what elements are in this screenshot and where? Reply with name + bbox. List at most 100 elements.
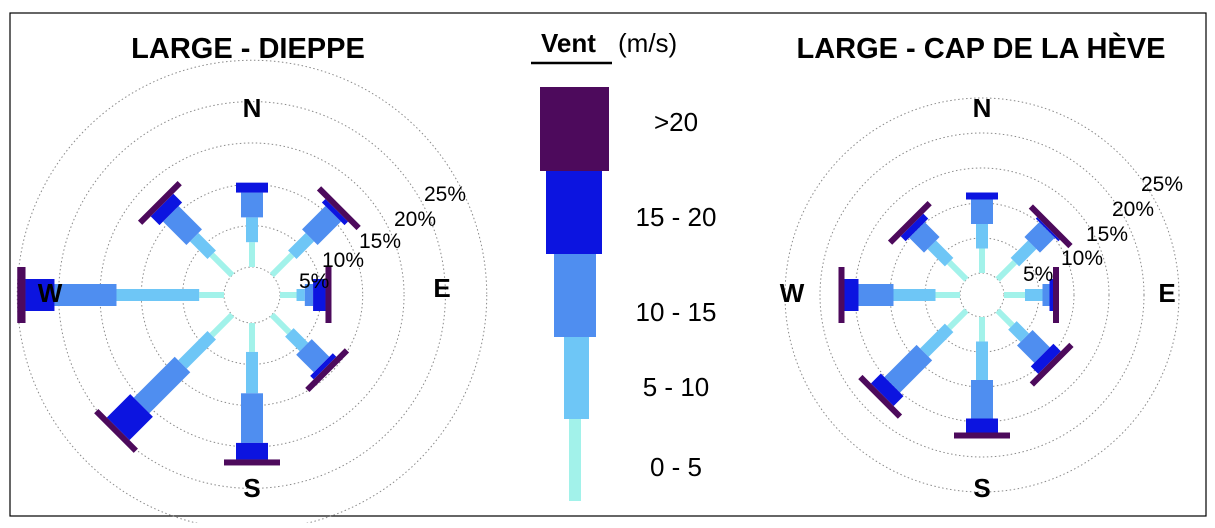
legend-swatch-5-10: [564, 337, 589, 419]
ring-label-20: 20%: [1112, 198, 1154, 221]
wind-bar-e-class-3: [313, 279, 326, 311]
wind-bar-s-class-1: [976, 341, 988, 380]
wind-bar-w-class-2: [858, 284, 894, 306]
wind-arm-ne: [269, 186, 361, 278]
wind-bar-n-class-1: [976, 224, 988, 249]
wind-bar-w-class-4: [838, 267, 845, 323]
wind-bar-s-class-2: [241, 393, 263, 443]
ring-20-percent: [58, 101, 446, 489]
wind-arm-se: [995, 308, 1074, 387]
wind-bar-ne-class-3: [321, 198, 349, 226]
wind-arm-e: [280, 267, 332, 323]
ring-label-5: 5%: [299, 270, 329, 293]
wind-bar-w-class-2: [54, 284, 117, 306]
wind-bar-w-class-1: [116, 289, 200, 301]
wind-arm-se: [269, 312, 350, 393]
legend-label-5-10: 5 - 10: [643, 372, 710, 402]
legend-label-gt20: >20: [654, 107, 698, 137]
wind-arm-sw: [94, 312, 235, 453]
ring-label-25: 25%: [424, 183, 466, 206]
wind-bar-ne-class-1: [1010, 240, 1037, 267]
legend-label-10-15: 10 - 15: [636, 297, 717, 327]
wind-bar-n-class-0: [979, 248, 985, 273]
ring-label-10: 10%: [322, 249, 364, 272]
wind-arm-s: [224, 323, 280, 466]
wind-bar-e-class-2: [304, 284, 314, 306]
wind-arm-n: [236, 182, 268, 267]
ring-25-percent: [784, 97, 1180, 493]
wind-bars: [838, 192, 1074, 439]
wind-bar-s-class-4: [224, 459, 280, 466]
legend-label-0-5: 0 - 5: [650, 452, 702, 482]
wind-bar-n-class-0: [249, 242, 255, 267]
wind-bar-w-class-4: [17, 267, 26, 323]
wind-arm-n: [966, 192, 998, 273]
speed-legend: Vent (m/s) >20 15 - 20 10 - 15 5 - 10 0 …: [531, 28, 716, 501]
panel-title-dieppe: LARGE - DIEPPE: [131, 33, 365, 65]
wind-bar-w-class-1: [893, 289, 936, 301]
wind-bar-sw-class-0: [209, 312, 235, 338]
wind-bar-nw-class-2: [163, 206, 202, 245]
wind-bar-se-class-0: [995, 308, 1015, 328]
wind-bar-ne-class-1: [288, 232, 315, 259]
wind-bar-nw-class-0: [209, 252, 235, 278]
ring-label-5: 5%: [1023, 263, 1053, 286]
ring-20-percent: [819, 132, 1145, 458]
compass-east-label: E: [433, 273, 450, 303]
wind-bar-e-class-0: [280, 292, 297, 298]
wind-arm-nw: [887, 200, 969, 282]
legend-label-15-20: 15 - 20: [636, 202, 717, 232]
panel-title-cap-de-la-heve: LARGE - CAP DE LA HÈVE: [797, 31, 1166, 65]
wind-bar-nw-class-1: [189, 232, 216, 259]
wind-bar-nw-class-4: [137, 180, 182, 225]
wind-bar-sw-class-0: [946, 308, 969, 331]
wind-bar-nw-class-2: [909, 222, 940, 253]
wind-bar-e-class-3: [1049, 279, 1053, 311]
wind-bar-sw-class-1: [178, 331, 216, 369]
wind-arm-ne: [995, 204, 1073, 282]
wind-bar-nw-class-3: [150, 193, 183, 226]
wind-arm-sw: [858, 308, 969, 419]
compass-west-label: W: [780, 278, 805, 308]
wind-bar-ne-class-2: [1024, 222, 1055, 253]
wind-bar-ne-class-4: [1028, 204, 1073, 249]
wind-bar-nw-class-1: [927, 240, 954, 267]
wind-arm-nw: [137, 180, 235, 278]
wind-bar-ne-class-0: [995, 259, 1018, 282]
compass-west-label: W: [38, 278, 63, 308]
wind-bar-ne-class-4: [316, 186, 361, 231]
wind-bar-sw-class-2: [884, 344, 933, 393]
wind-bar-se-class-3: [310, 353, 337, 380]
legend-swatch-15-20: [546, 171, 602, 254]
wind-bar-e-class-0: [1004, 292, 1025, 298]
wind-bar-se-class-1: [1008, 321, 1030, 343]
wind-bar-sw-class-1: [920, 323, 954, 357]
wind-bar-ne-class-3: [1035, 217, 1060, 242]
wind-bar-n-class-3: [236, 182, 268, 193]
legend-swatch-gt20: [540, 87, 609, 171]
wind-bar-se-class-0: [269, 312, 292, 335]
wind-bar-sw-class-4: [858, 374, 903, 419]
legend-swatch-0-5: [569, 419, 581, 501]
wind-bar-e-class-1: [296, 289, 305, 301]
legend-unit: (m/s): [618, 28, 677, 58]
wind-bar-se-class-3: [1030, 343, 1061, 374]
wind-bar-se-class-2: [296, 339, 330, 373]
wind-bar-se-class-4: [1029, 342, 1074, 387]
wind-bar-e-class-4: [1053, 267, 1059, 323]
compass-south-label: S: [973, 473, 990, 503]
wind-bar-ne-class-0: [269, 252, 295, 278]
ring-label-20: 20%: [394, 208, 436, 231]
windrose-panel-cap-de-la-heve: LARGE - CAP DE LA HÈVE N E S W 5% 10% 15…: [780, 31, 1183, 503]
wind-bar-s-class-0: [249, 323, 255, 352]
wind-bar-n-class-3: [966, 192, 998, 200]
wind-bar-s-class-1: [246, 351, 258, 394]
compass-north-label: N: [973, 93, 992, 123]
wind-bar-s-class-2: [971, 380, 993, 419]
wind-arm-w: [17, 267, 224, 323]
ring-15-percent: [854, 167, 1110, 423]
wind-bar-w-class-3: [25, 279, 55, 311]
wind-bar-s-class-4: [954, 432, 1010, 439]
compass-south-label: S: [243, 473, 260, 503]
ring-label-25: 25%: [1141, 173, 1183, 196]
